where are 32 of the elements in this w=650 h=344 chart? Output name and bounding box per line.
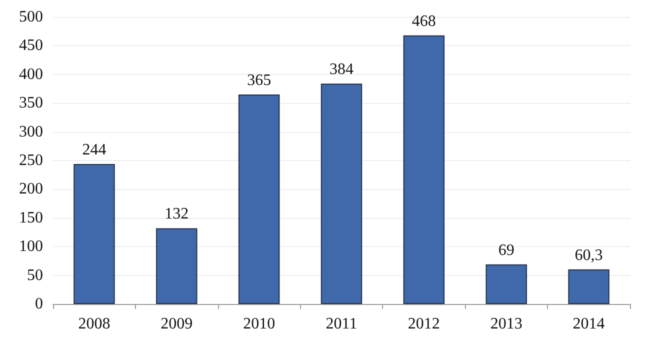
y-tick-label: 200 [19, 180, 43, 198]
y-tick-label: 100 [19, 238, 43, 256]
bar [486, 264, 527, 304]
bar [568, 269, 610, 304]
y-tick-label: 300 [19, 123, 43, 140]
data-label: 244 [82, 141, 106, 158]
y-tick-label: 150 [19, 209, 43, 226]
y-tick-label: 350 [19, 94, 43, 112]
data-label: 365 [247, 72, 272, 89]
y-tick-label: 450 [19, 37, 43, 54]
x-tick-label: 2013 [490, 316, 522, 332]
x-tick-label: 2011 [326, 316, 358, 332]
bar [156, 228, 198, 304]
y-tick-label: 400 [19, 66, 43, 83]
x-tick-label: 2012 [408, 316, 440, 332]
bar [403, 35, 445, 304]
y-tick-label: 50 [27, 266, 43, 284]
data-label: 468 [412, 12, 436, 30]
y-tick-label: 0 [35, 296, 43, 312]
y-tick-label: 500 [19, 8, 43, 26]
x-tick-label: 2008 [78, 316, 110, 332]
bar [238, 94, 280, 304]
data-label: 132 [164, 206, 189, 223]
data-label: 384 [330, 61, 354, 78]
x-tick-label: 2014 [572, 316, 605, 332]
x-tick-label: 2010 [243, 316, 276, 332]
data-label: 60,3 [574, 246, 603, 264]
x-tick-label: 2009 [160, 316, 193, 332]
data-label: 69 [498, 242, 514, 259]
y-tick-label: 250 [19, 152, 43, 169]
bar [320, 84, 362, 304]
bar [74, 164, 115, 304]
